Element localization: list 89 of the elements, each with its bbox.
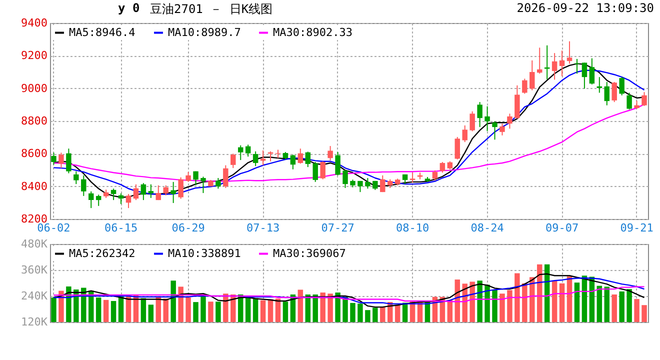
candlestick (186, 171, 191, 182)
candlestick (500, 123, 505, 136)
candlestick (245, 144, 251, 158)
candlestick (492, 120, 498, 140)
candlestick (170, 181, 176, 204)
legend-label: MA10:338891 (168, 246, 241, 260)
y-tick-label: 9000 (21, 82, 48, 95)
candlestick (51, 152, 56, 166)
candlestick (320, 160, 326, 180)
candlestick (484, 106, 490, 132)
candlestick (110, 188, 116, 201)
legend-label: MA5:262342 (69, 246, 136, 260)
y-tick-label: 120K (21, 316, 48, 328)
candlestick (514, 84, 520, 120)
legend-label: MA5:8946.4 (69, 26, 136, 39)
candlestick (432, 170, 438, 182)
candlestick (74, 170, 79, 185)
candlestick (470, 110, 475, 132)
legend-label: MA30:369067 (273, 246, 346, 260)
candlestick (462, 124, 468, 143)
candlestick (410, 172, 416, 184)
candlestick (552, 52, 558, 80)
candlestick (440, 161, 446, 174)
candlestick (81, 174, 86, 196)
candlestick (238, 144, 244, 161)
candlestick (200, 176, 206, 194)
legend-label: MA30:8902.33 (273, 26, 352, 39)
legend-label: MA10:8989.7 (168, 26, 241, 39)
x-tick-label: 08-24 (470, 222, 504, 234)
candlestick (290, 154, 296, 170)
candlestick (342, 170, 348, 188)
candlestick (522, 78, 528, 94)
x-tick-label: 06-29 (172, 222, 205, 234)
candlestick (260, 150, 266, 166)
y-tick-label: 8800 (21, 114, 48, 128)
candlestick (530, 60, 535, 91)
x-tick-label: 09-21 (620, 222, 654, 234)
candlestick (88, 190, 94, 209)
candlestick (230, 153, 236, 169)
candlestick (252, 150, 258, 167)
candlestick (163, 184, 168, 196)
candlestick (96, 194, 102, 206)
x-tick-label: 07-27 (321, 222, 354, 234)
candlestick (312, 161, 318, 182)
y-tick-label: 480K (21, 238, 48, 250)
y-tick-label: 9400 (21, 16, 48, 30)
candlestick (365, 178, 370, 190)
candlestick (612, 81, 617, 103)
y-tick-label: 8400 (21, 180, 48, 193)
candlestick (156, 184, 162, 201)
candlestick (559, 50, 565, 77)
candlestick (380, 174, 386, 193)
line-series (53, 286, 645, 302)
candlestick (507, 113, 512, 130)
candlestick (298, 148, 304, 164)
candlestick (335, 152, 340, 176)
candlestick (126, 194, 132, 209)
candlestick (223, 164, 228, 188)
chart-subtitle: 2026-09-22 13:09:30 (516, 1, 654, 15)
candlestick (477, 102, 482, 128)
candlestick (178, 176, 184, 200)
y-tick-label: 8600 (21, 147, 48, 160)
x-tick-label: 07-13 (246, 222, 280, 234)
candlestick (626, 92, 632, 110)
y-tick-label: 9200 (21, 49, 48, 62)
x-tick-label: 06-02 (37, 222, 70, 234)
candlestick (328, 145, 333, 161)
candlestick (566, 40, 572, 64)
candlestick (66, 148, 72, 174)
candlestick (140, 182, 146, 201)
candlestick (642, 92, 647, 106)
candlestick (133, 184, 139, 201)
candlestick (589, 58, 595, 85)
candlestick (582, 62, 588, 90)
x-tick-label: 09-07 (545, 222, 579, 234)
x-tick-label: 06-15 (104, 222, 138, 234)
candlestick (58, 152, 64, 169)
candlestick (193, 170, 198, 186)
y-tick-label: 240K (21, 290, 48, 302)
candlestick (148, 184, 154, 198)
candlestick (216, 178, 221, 190)
chart-title: 豆油2701 － 日K线图 (150, 1, 273, 18)
text: y 0 (118, 1, 140, 15)
candlestick (619, 76, 624, 96)
candlestick (305, 151, 311, 168)
x-tick-label: 08-10 (396, 222, 430, 234)
candlestick (454, 136, 460, 160)
candlestick (604, 81, 610, 106)
y-tick-label: 360K (21, 264, 48, 276)
